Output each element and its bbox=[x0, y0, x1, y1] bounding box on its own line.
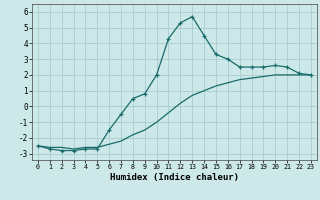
X-axis label: Humidex (Indice chaleur): Humidex (Indice chaleur) bbox=[110, 173, 239, 182]
